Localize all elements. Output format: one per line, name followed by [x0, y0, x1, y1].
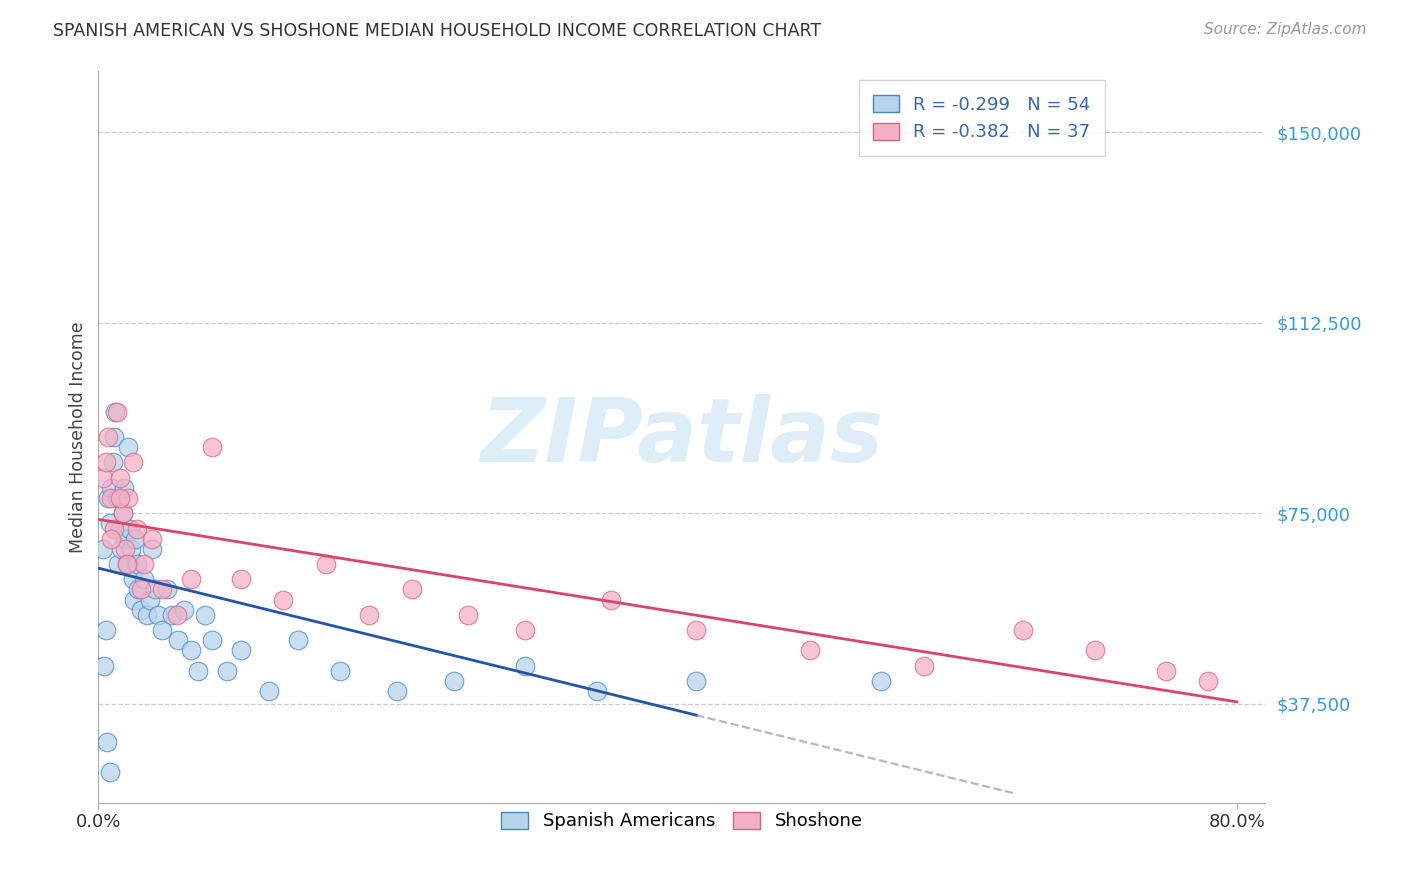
Point [104, 405, 127, 419]
Point [114, 532, 136, 546]
Point [1084, 643, 1107, 657]
Point [799, 643, 821, 657]
Point [132, 557, 155, 571]
Point [156, 582, 179, 597]
Point [315, 557, 337, 571]
Point [138, 592, 160, 607]
Point [201, 440, 224, 454]
Text: SPANISH AMERICAN VS SHOSHONE MEDIAN HOUSEHOLD INCOME CORRELATION CHART: SPANISH AMERICAN VS SHOSHONE MEDIAN HOUS… [53, 22, 821, 40]
Point [122, 592, 145, 607]
Point [103, 430, 125, 444]
Point [118, 521, 141, 535]
Point [287, 633, 309, 648]
Point [129, 603, 152, 617]
Point [329, 664, 352, 678]
Point [194, 607, 217, 622]
Point [111, 506, 134, 520]
Point [166, 607, 188, 622]
Point [103, 521, 125, 535]
Point [100, 481, 122, 495]
Point [143, 582, 166, 597]
Point [125, 521, 148, 535]
Point [105, 405, 128, 419]
Point [94, 623, 117, 637]
Point [105, 491, 128, 505]
Point [98, 516, 121, 531]
Point [1012, 623, 1035, 637]
Point [173, 603, 195, 617]
Point [180, 643, 202, 657]
Point [115, 557, 138, 571]
Point [685, 623, 707, 637]
Point [117, 491, 139, 505]
Point [685, 673, 707, 688]
Point [91, 471, 114, 485]
Point [870, 673, 893, 688]
Point [112, 481, 135, 495]
Point [515, 623, 537, 637]
Point [515, 658, 537, 673]
Point [201, 633, 224, 648]
Point [111, 506, 134, 520]
Point [387, 684, 409, 698]
Point [127, 582, 149, 597]
Point [115, 557, 138, 571]
Point [110, 541, 132, 556]
Point [135, 607, 157, 622]
Point [108, 491, 131, 505]
Point [132, 572, 155, 586]
Point [152, 623, 174, 637]
Point [229, 643, 252, 657]
Point [108, 521, 131, 535]
Point [152, 582, 174, 597]
Point [585, 684, 607, 698]
Point [98, 765, 121, 780]
Point [401, 582, 423, 597]
Legend: Spanish Americans, Shoshone: Spanish Americans, Shoshone [494, 805, 870, 838]
Point [257, 684, 280, 698]
Point [273, 592, 295, 607]
Point [443, 673, 465, 688]
Point [108, 471, 131, 485]
Point [457, 607, 479, 622]
Point [97, 491, 120, 505]
Point [91, 541, 114, 556]
Point [96, 735, 118, 749]
Point [187, 664, 209, 678]
Point [114, 541, 136, 556]
Point [180, 572, 202, 586]
Point [121, 572, 143, 586]
Point [94, 455, 117, 469]
Point [129, 582, 152, 597]
Text: ZIPatlas: ZIPatlas [481, 393, 883, 481]
Point [100, 532, 122, 546]
Point [912, 658, 935, 673]
Point [141, 532, 163, 546]
Point [101, 455, 124, 469]
Point [599, 592, 621, 607]
Point [93, 658, 115, 673]
Point [1198, 673, 1220, 688]
Point [117, 440, 139, 454]
Point [100, 491, 122, 505]
Point [141, 541, 163, 556]
Point [1154, 664, 1177, 678]
Point [162, 607, 184, 622]
Point [215, 664, 238, 678]
Point [125, 557, 148, 571]
Point [357, 607, 380, 622]
Point [120, 541, 142, 556]
Point [148, 607, 170, 622]
Point [229, 572, 252, 586]
Point [167, 633, 190, 648]
Point [124, 532, 146, 546]
Text: Source: ZipAtlas.com: Source: ZipAtlas.com [1204, 22, 1367, 37]
Point [121, 455, 143, 469]
Point [107, 557, 129, 571]
Point [97, 430, 120, 444]
Y-axis label: Median Household Income: Median Household Income [69, 321, 87, 553]
